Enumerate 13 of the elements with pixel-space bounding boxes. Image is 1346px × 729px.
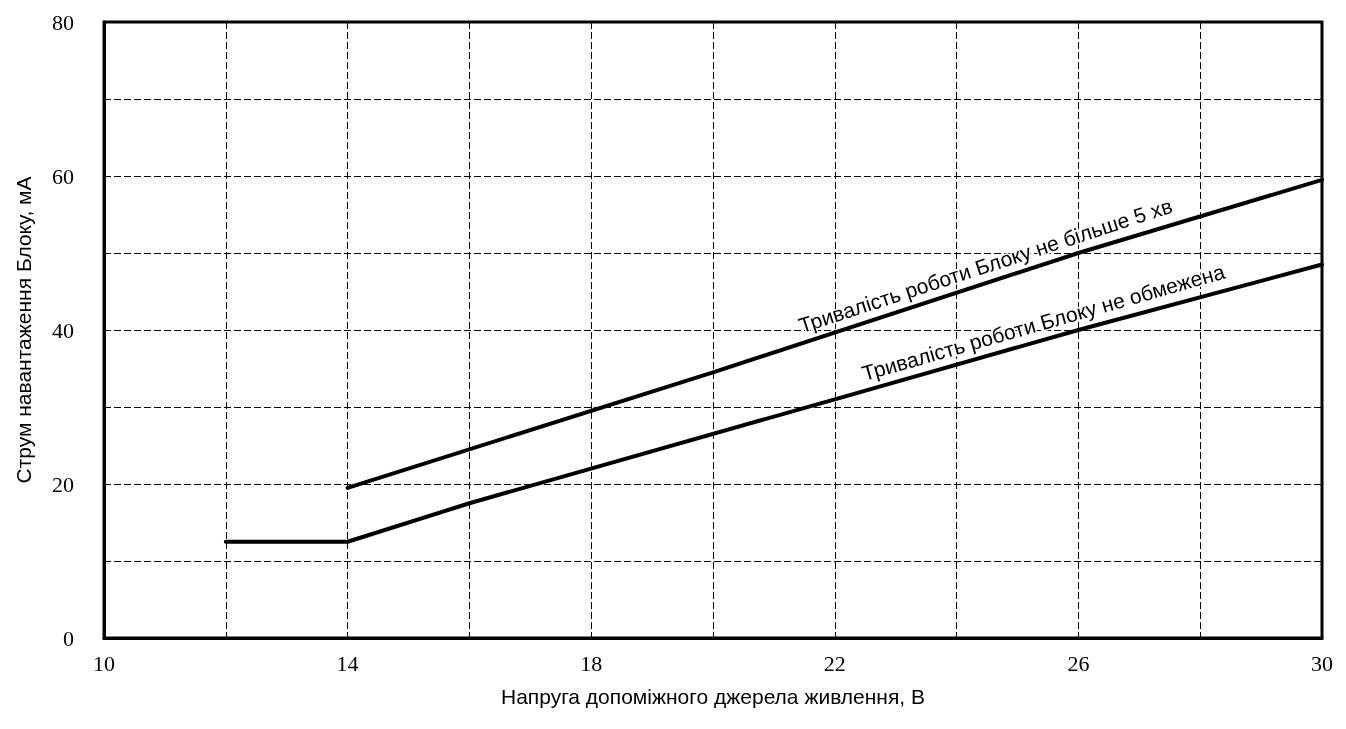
y-axis-title: Струм навантаження Блоку, мА (12, 176, 35, 484)
y-tick-label: 60 (52, 163, 74, 189)
x-tick-label: 14 (336, 650, 359, 676)
x-tick-label: 30 (1311, 650, 1333, 676)
x-tick-label: 26 (1067, 650, 1090, 676)
x-tick-label: 10 (93, 650, 115, 676)
y-tick-label: 40 (52, 317, 74, 343)
y-tick-label: 20 (52, 471, 74, 497)
y-tick-label: 80 (52, 9, 74, 35)
x-axis-title: Напруга допоміжного джерела живлення, В (500, 685, 926, 708)
x-tick-label: 18 (580, 650, 603, 676)
x-tick-label: 22 (823, 650, 846, 676)
y-tick-label: 0 (63, 625, 74, 651)
